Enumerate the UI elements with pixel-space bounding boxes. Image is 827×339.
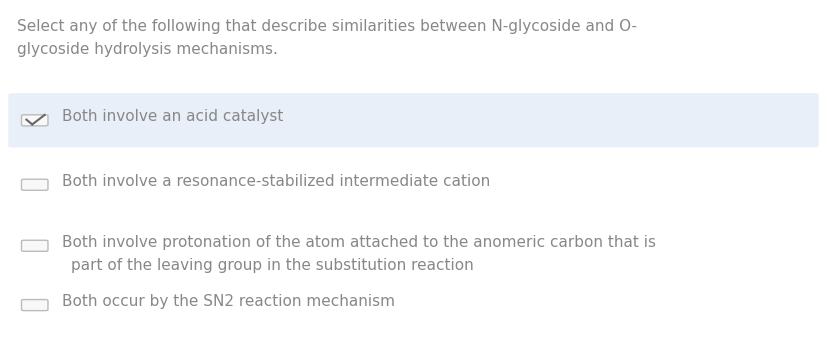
Text: part of the leaving group in the substitution reaction: part of the leaving group in the substit…: [71, 258, 474, 273]
FancyBboxPatch shape: [22, 179, 48, 190]
Text: glycoside hydrolysis mechanisms.: glycoside hydrolysis mechanisms.: [17, 42, 277, 57]
FancyBboxPatch shape: [8, 93, 819, 147]
FancyBboxPatch shape: [22, 300, 48, 311]
Text: Select any of the following that describe similarities between N-glycoside and O: Select any of the following that describ…: [17, 19, 637, 34]
Text: Both involve protonation of the atom attached to the anomeric carbon that is: Both involve protonation of the atom att…: [62, 235, 656, 250]
FancyBboxPatch shape: [22, 115, 48, 126]
Text: Both involve a resonance-stabilized intermediate cation: Both involve a resonance-stabilized inte…: [62, 174, 490, 189]
Text: Both occur by the SN2 reaction mechanism: Both occur by the SN2 reaction mechanism: [62, 294, 395, 309]
Text: Both involve an acid catalyst: Both involve an acid catalyst: [62, 109, 284, 124]
FancyBboxPatch shape: [22, 240, 48, 251]
